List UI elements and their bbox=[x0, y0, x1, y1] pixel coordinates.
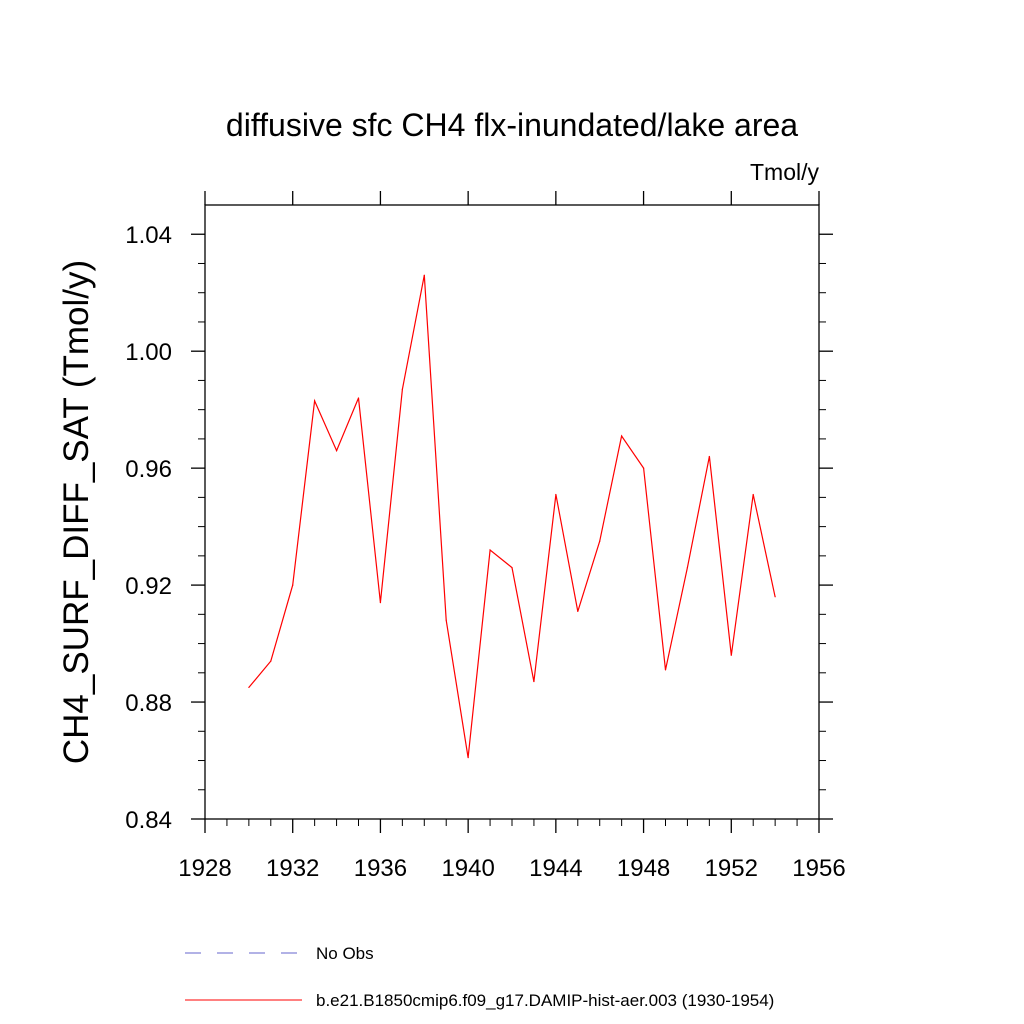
data-point bbox=[642, 467, 645, 469]
axis-ticks bbox=[191, 191, 833, 833]
x-tick-label: 1948 bbox=[617, 855, 670, 882]
data-point bbox=[555, 493, 557, 496]
data-point bbox=[467, 757, 469, 759]
x-tick-label: 1936 bbox=[354, 855, 407, 882]
series-line bbox=[248, 275, 776, 758]
y-tick-label: 0.88 bbox=[125, 690, 172, 717]
legend: No Obs b.e21.B1850cmip6.f09_g17.DAMIP-his… bbox=[185, 944, 774, 1010]
data-point bbox=[314, 400, 316, 402]
data-point bbox=[489, 549, 491, 551]
data-point bbox=[664, 669, 667, 671]
series-lines bbox=[248, 274, 776, 759]
data-point bbox=[774, 596, 776, 598]
data-point bbox=[533, 680, 535, 683]
legend-label: b.e21.B1850cmip6.f09_g17.DAMIP-hist-aer.… bbox=[316, 991, 774, 1010]
x-tick-label: 1952 bbox=[705, 855, 758, 882]
units-label: Tmol/y bbox=[750, 159, 820, 185]
data-point bbox=[708, 455, 710, 458]
data-point bbox=[752, 493, 754, 496]
data-point bbox=[445, 619, 447, 621]
x-tick-label: 1928 bbox=[178, 855, 231, 882]
data-point bbox=[621, 435, 623, 437]
data-point bbox=[357, 397, 360, 399]
data-point bbox=[379, 602, 382, 604]
y-tick-label: 0.92 bbox=[125, 573, 172, 600]
data-point bbox=[335, 450, 338, 452]
data-point bbox=[599, 540, 601, 542]
y-tick-label: 0.84 bbox=[125, 807, 172, 834]
data-point bbox=[401, 388, 403, 390]
data-point bbox=[511, 566, 513, 569]
data-point bbox=[423, 274, 425, 276]
data-point bbox=[577, 610, 579, 613]
x-tick-labels: 1928 1932 1936 1940 1944 1948 1952 1956 bbox=[178, 855, 845, 882]
chart-title: diffusive sfc CH4 flx-inundated/lake are… bbox=[226, 107, 798, 143]
legend-label: No Obs bbox=[316, 944, 374, 963]
y-tick-label: 0.96 bbox=[125, 456, 172, 483]
data-point bbox=[730, 654, 732, 656]
data-point bbox=[270, 660, 272, 662]
data-point bbox=[248, 686, 250, 689]
x-tick-label: 1940 bbox=[441, 855, 494, 882]
plot-frame bbox=[204, 204, 820, 820]
y-tick-label: 1.04 bbox=[125, 222, 172, 249]
y-tick-label: 1.00 bbox=[125, 339, 172, 366]
x-tick-label: 1932 bbox=[266, 855, 319, 882]
y-axis-label: CH4_SURF_DIFF_SAT (Tmol/y) bbox=[57, 260, 96, 764]
data-point bbox=[292, 584, 294, 586]
y-tick-labels: 0.84 0.88 0.92 0.96 1.00 1.04 bbox=[125, 222, 172, 834]
x-tick-label: 1944 bbox=[529, 855, 582, 882]
x-tick-label: 1956 bbox=[792, 855, 845, 882]
data-point bbox=[686, 566, 689, 569]
